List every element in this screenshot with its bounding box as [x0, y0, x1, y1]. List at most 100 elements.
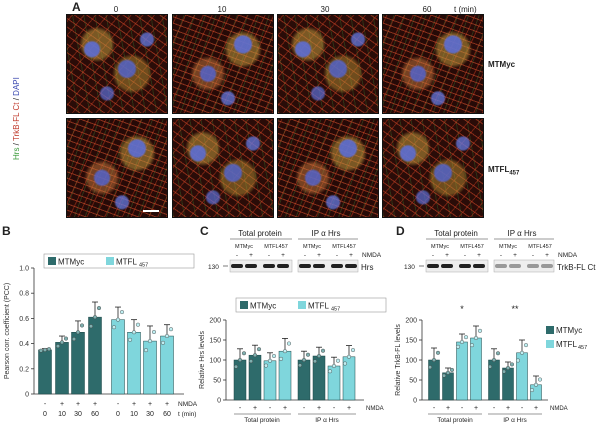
nmda-sign: +	[93, 401, 97, 408]
data-point	[487, 364, 492, 369]
lane-group-label: MTMyc	[303, 244, 321, 250]
scale-bar	[143, 210, 159, 212]
panel-d-figure: Total protein IP α Hrs MTMyc MTFL457 MTMyc MT…	[395, 229, 596, 424]
x-sign-label: +	[253, 405, 257, 412]
data-point	[442, 373, 447, 378]
legend-label-mtfl: MTFL	[308, 302, 329, 311]
data-point	[473, 335, 478, 340]
y-tick-label: 100	[405, 358, 417, 365]
lane-group-label: MTFL457	[264, 244, 288, 250]
blot-strip-ip	[493, 259, 555, 273]
data-point	[477, 328, 482, 333]
panel-a-letter: A	[72, 0, 81, 14]
blot-strip-total	[229, 259, 293, 273]
blot-header-total: Total protein	[238, 229, 282, 238]
lane-group-label: MTMyc	[499, 244, 517, 250]
blot-band	[231, 264, 243, 268]
blot-band	[299, 264, 311, 268]
y-tick-label: 0	[413, 398, 417, 405]
blot-band-label: TrkB-FL Ct	[557, 263, 596, 272]
micrograph-mtfl-30	[277, 118, 379, 218]
time-tick-label: 60	[91, 411, 99, 418]
legend-label-mtfl-sub: 457	[578, 345, 587, 351]
blot-nmda-label: NMDA	[558, 252, 578, 259]
data-point	[316, 353, 321, 358]
blot-nmda-sign: -	[304, 252, 306, 259]
legend-swatch-mtfl	[106, 257, 114, 265]
y-tick-label: 0	[25, 392, 29, 399]
blot-band	[441, 264, 453, 268]
data-point	[127, 337, 132, 342]
y-axis-label: Relative Hrs levels	[199, 331, 206, 389]
significance-mark: **	[511, 304, 519, 314]
y-axis-label: Relative TrkB-FL levels	[395, 324, 402, 396]
legend-label-mtfl-sub: 457	[331, 307, 340, 313]
blot-band	[245, 264, 257, 268]
data-point	[335, 358, 340, 363]
blot-band	[263, 264, 275, 268]
bar-mtfl457-7	[530, 384, 542, 401]
data-point	[164, 334, 169, 339]
panel-b-letter: B	[2, 224, 11, 238]
data-point	[342, 361, 347, 366]
panel-c-letter: C	[200, 224, 209, 238]
data-point	[495, 351, 500, 356]
x-nmda-label: NMDA	[550, 406, 568, 412]
data-point	[96, 306, 101, 311]
lane-group-label: MTFL457	[528, 244, 552, 250]
lane-group-label: MTMyc	[235, 244, 253, 250]
molecular-weight-marker: 130	[404, 264, 415, 271]
x-sign-label: +	[283, 405, 287, 412]
data-point	[47, 347, 52, 352]
blot-header-ip: IP α Hrs	[508, 229, 537, 238]
bar-mtmyc-3	[88, 316, 102, 395]
blot-strip-total	[425, 259, 489, 273]
lane-group-label: MTMyc	[431, 244, 449, 250]
y-tick-label: 0	[217, 398, 221, 405]
legend-swatch-mtmyc	[48, 257, 56, 265]
x-sign-label: +	[534, 405, 538, 412]
data-point	[436, 350, 441, 355]
x-sign-label: -	[239, 405, 242, 412]
x-sign-label: -	[433, 405, 436, 412]
data-point	[505, 365, 510, 370]
legend-swatch-mtfl	[546, 340, 554, 348]
data-point	[147, 339, 152, 344]
legend-label-mtfl-sub: 457	[139, 263, 148, 269]
y-tick-label: 200	[405, 318, 417, 325]
nmda-sign: +	[165, 401, 169, 408]
data-point	[463, 335, 468, 340]
legend-box	[43, 253, 195, 269]
x-sign-label: +	[474, 405, 478, 412]
y-tick-label: 0.2	[19, 366, 29, 373]
lane-group-label: MTFL457	[460, 244, 484, 250]
molecular-weight-marker: 130	[208, 264, 219, 271]
time-label-0: 0	[113, 5, 119, 14]
blot-nmda-sign: +	[317, 252, 321, 259]
time-tick-label: 60	[163, 411, 171, 418]
row-label-mtfl: MTFL457	[488, 165, 520, 177]
micrograph-mtfl-60	[382, 118, 484, 218]
data-point	[350, 348, 355, 353]
bar-mtfl457-3	[470, 337, 482, 401]
data-point	[160, 340, 165, 345]
legend-swatch-mtfl	[298, 301, 306, 309]
data-point	[267, 358, 272, 363]
x-sign-label: -	[303, 405, 306, 412]
blot-band	[459, 264, 471, 268]
panel-d-letter: D	[396, 224, 405, 238]
data-point	[111, 325, 116, 330]
data-point	[143, 348, 148, 353]
nmda-sign: +	[60, 401, 64, 408]
micrograph-mtfl-0	[66, 118, 168, 218]
bar-mtmyc-1	[55, 342, 69, 395]
blot-nmda-sign: -	[336, 252, 338, 259]
data-point	[263, 363, 268, 368]
data-point	[282, 349, 287, 354]
blot-nmda-sign: +	[477, 252, 481, 259]
blot-band	[527, 264, 539, 268]
time-unit-label: t (min)	[454, 5, 477, 14]
data-point	[238, 357, 243, 362]
data-point	[312, 359, 317, 364]
time-tick-label: 10	[58, 411, 66, 418]
